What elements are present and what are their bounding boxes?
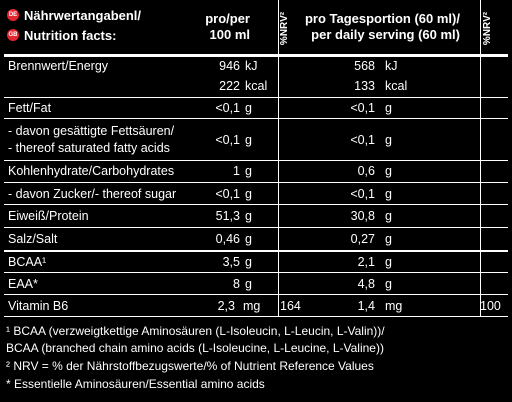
- value-per100: 51,3: [215, 209, 240, 223]
- row-divider: [4, 118, 508, 119]
- column-divider: [480, 0, 481, 317]
- unit-per100: g: [245, 232, 252, 246]
- unit-per100: g: [245, 255, 252, 269]
- row-label: Kohlenhydrate/Carbohydrates: [8, 164, 175, 178]
- value-per100: 946: [219, 59, 240, 73]
- row-label: Brennwert/Energy: [8, 59, 109, 73]
- value-daily: <0,1: [350, 133, 375, 147]
- unit-daily: kJ: [385, 59, 398, 73]
- nrv-daily: 100: [480, 299, 501, 313]
- title-german: Nährwertangabenl/: [24, 8, 142, 23]
- unit-daily: g: [385, 232, 392, 246]
- value-daily: 133: [354, 79, 375, 93]
- row-divider: [4, 272, 508, 273]
- per100-header-line2: 100 ml: [209, 27, 250, 42]
- value-daily: 30,8: [350, 209, 375, 223]
- per100-header-line1: pro/per: [205, 11, 250, 26]
- value-daily: <0,1: [350, 101, 375, 115]
- unit-per100: g: [245, 209, 252, 223]
- value-per100: 8: [233, 277, 240, 291]
- unit-per100: g: [245, 133, 252, 147]
- footnote-eaa: * Essentielle Aminosäuren/Essential amin…: [6, 377, 265, 391]
- unit-per100: g: [245, 164, 252, 178]
- row-divider: [4, 160, 508, 161]
- daily-header-line1: pro Tagesportion (60 ml)/: [304, 11, 460, 26]
- value-per100: 222: [219, 79, 240, 93]
- unit-daily: kcal: [385, 79, 408, 93]
- row-label: BCAA¹: [8, 255, 47, 269]
- unit-per100: kJ: [245, 59, 258, 73]
- nrv-header-100: %NRV²: [279, 11, 291, 46]
- daily-header-line2: per daily serving (60 ml): [311, 27, 460, 42]
- row-label: Eiweiß/Protein: [8, 209, 89, 223]
- row-divider: [4, 97, 508, 98]
- row-divider: [4, 227, 508, 228]
- row-label: - davon gesättigte Fettsäuren/: [8, 124, 175, 138]
- unit-daily: g: [385, 255, 392, 269]
- footnote-bcaa-en: BCAA (branched chain amino acids (L-Isol…: [6, 341, 384, 355]
- value-daily: 1,4: [357, 299, 375, 313]
- value-daily: 568: [354, 59, 375, 73]
- unit-daily: mg: [385, 299, 403, 313]
- value-per100: <0,1: [215, 101, 240, 115]
- value-per100: <0,1: [215, 187, 240, 201]
- row-label: Fett/Fat: [8, 101, 52, 115]
- unit-daily: g: [385, 133, 392, 147]
- row-divider: [4, 316, 508, 317]
- value-daily: 0,27: [350, 232, 375, 246]
- value-daily: 4,8: [357, 277, 375, 291]
- footnote-bcaa-de: ¹ BCAA (verzweigtkettige Aminosäuren (L-…: [6, 324, 385, 338]
- nrv-header-daily: %NRV²: [482, 11, 494, 46]
- value-per100: 3,5: [222, 255, 240, 269]
- row-label: Salz/Salt: [8, 232, 58, 246]
- unit-daily: g: [385, 101, 392, 115]
- row-label: - davon Zucker/- thereof sugar: [8, 187, 177, 201]
- value-daily: 0,6: [357, 164, 375, 178]
- value-per100: 0,46: [215, 232, 240, 246]
- german-flag-icon: DE: [7, 9, 19, 21]
- unit-per100: kcal: [245, 79, 268, 93]
- unit-daily: g: [385, 164, 392, 178]
- header-divider: [4, 54, 508, 57]
- value-per100: 1: [233, 164, 240, 178]
- unit-daily: g: [385, 277, 392, 291]
- unit-per100: g: [245, 277, 252, 291]
- unit-daily: g: [385, 209, 392, 223]
- value-daily: 2,1: [357, 255, 375, 269]
- row-divider: [4, 250, 508, 252]
- row-label-line2: - thereof saturated fatty acids: [8, 141, 170, 155]
- uk-flag-icon: GB: [7, 29, 19, 41]
- row-divider: [4, 204, 508, 205]
- title-english: Nutrition facts:: [24, 28, 117, 43]
- unit-per100: g: [245, 101, 252, 115]
- row-divider: [4, 294, 508, 295]
- value-daily: <0,1: [350, 187, 375, 201]
- unit-per100: g: [245, 187, 252, 201]
- row-divider: [4, 182, 508, 183]
- row-label: Vitamin B6: [8, 299, 69, 313]
- column-divider: [278, 0, 279, 317]
- row-label: EAA*: [8, 277, 38, 291]
- unit-daily: g: [385, 187, 392, 201]
- footnote-nrv: ² NRV = % der Nährstoffbezugswerte/% of …: [6, 359, 374, 373]
- value-per100: <0,1: [215, 133, 240, 147]
- nrv-per100: 164: [280, 299, 301, 313]
- value-per100: 2,3: [217, 299, 235, 313]
- unit-per100: mg: [243, 299, 261, 313]
